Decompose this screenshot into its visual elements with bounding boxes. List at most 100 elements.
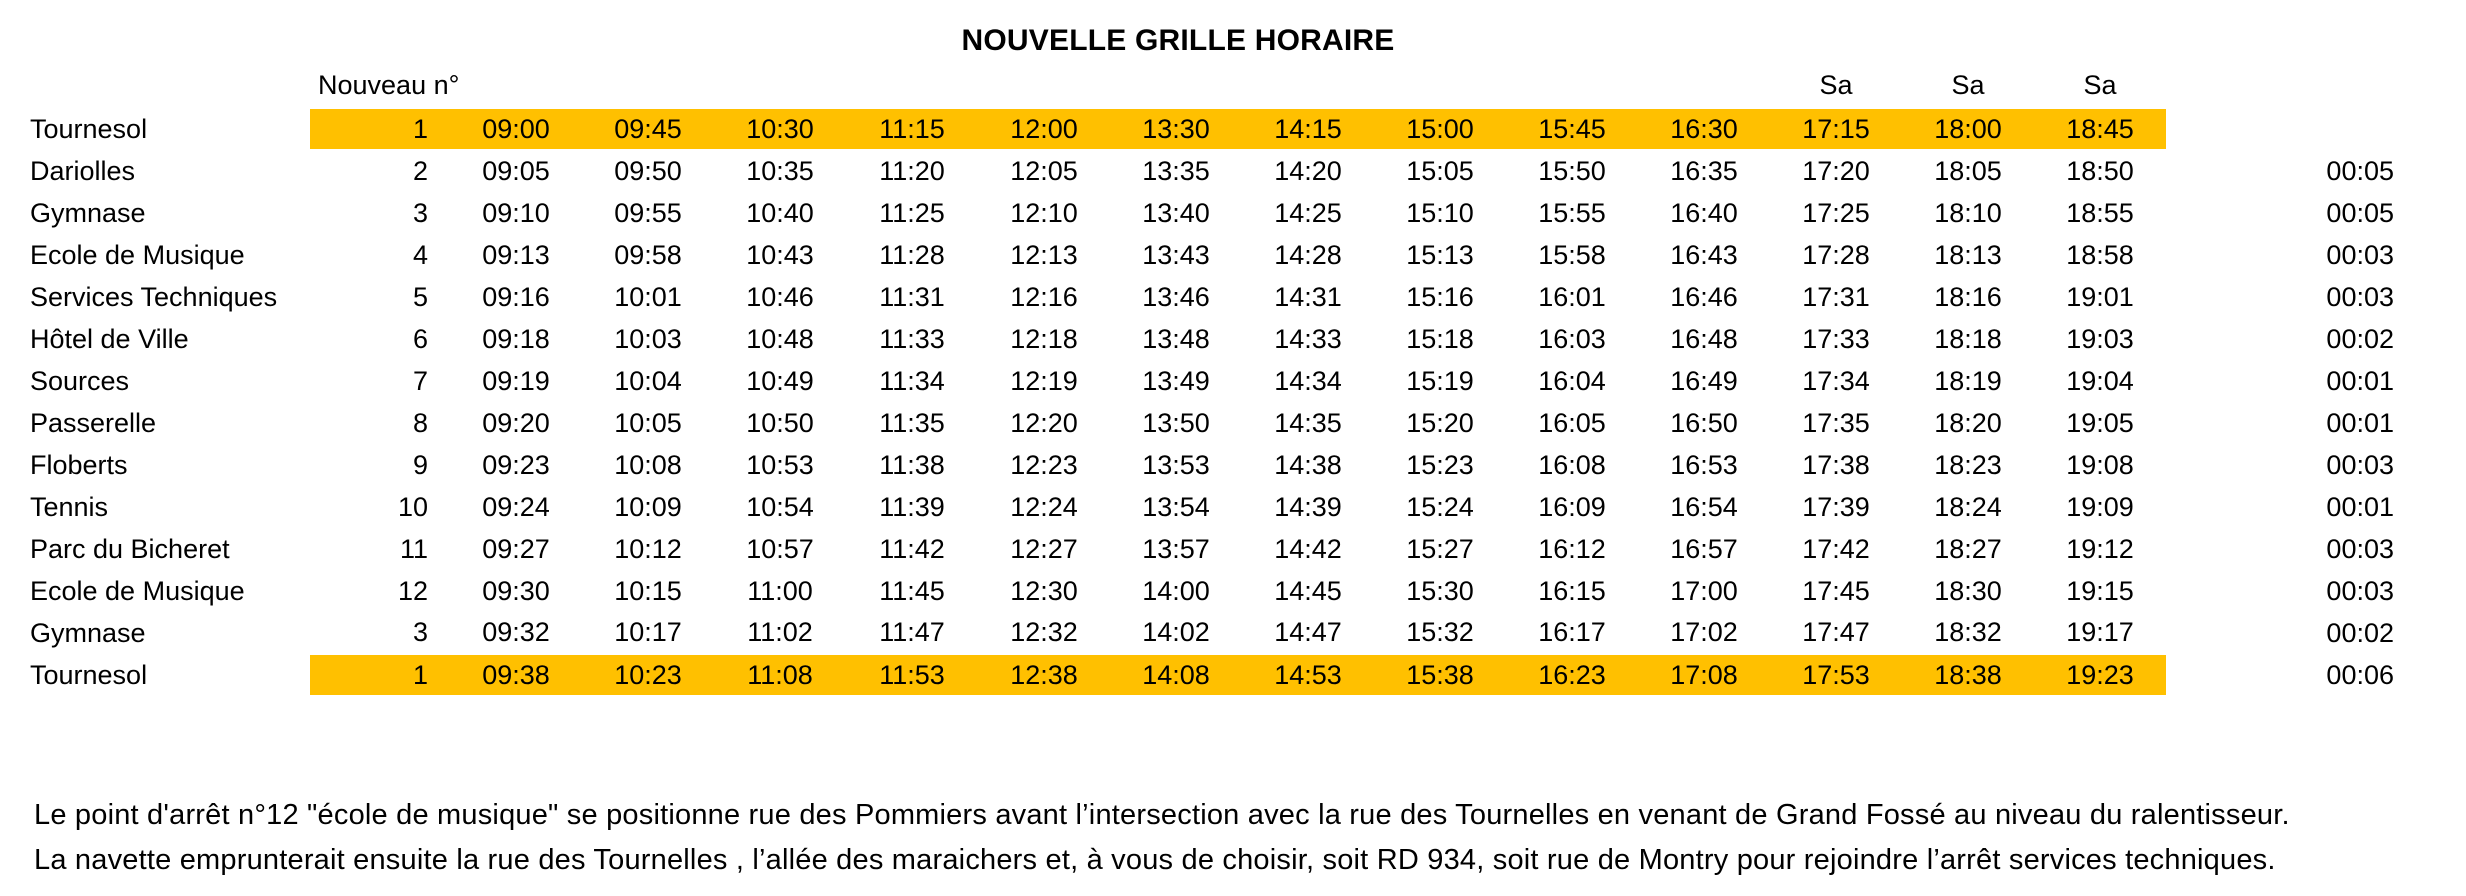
time-cell: 12:38 — [978, 653, 1110, 697]
time-cell: 17:38 — [1802, 449, 1870, 480]
time-cell: 17:42 — [1802, 533, 1870, 564]
table-row: Ecole de Musique 4 09:13 09:58 10:43 11:28 12:… — [28, 234, 2418, 276]
time-cell: 11:31 — [879, 281, 945, 312]
time-cell: 17:25 — [1802, 197, 1870, 228]
time-cell: 10:49 — [746, 365, 814, 396]
spacer-cell — [2166, 402, 2326, 444]
interval-duration-cell: 00:02 — [2326, 617, 2394, 648]
time-cell: 18:05 — [1934, 156, 2002, 186]
time-cell: 11:45 — [879, 575, 945, 606]
table-row: Gymnase 3 09:32 10:17 11:02 11:47 12:32 14:02 14… — [28, 612, 2418, 654]
time-cell: 18:19 — [1934, 365, 2002, 396]
stop-number-cell: 10 — [397, 491, 428, 522]
time-cell: 10:43 — [746, 239, 814, 270]
header-time-cell — [714, 62, 846, 108]
time-cell: 15:18 — [1406, 323, 1474, 354]
time-cell: 16:09 — [1538, 491, 1606, 522]
spacer-cell — [2166, 360, 2326, 402]
time-cell: 10:15 — [614, 575, 682, 606]
stop-name-cell: Tournesol — [30, 659, 148, 690]
time-cell: 13:57 — [1142, 533, 1210, 564]
time-cell: 12:23 — [1010, 449, 1078, 480]
time-cell: 16:57 — [1670, 533, 1738, 564]
stop-name-cell: Services Techniques — [30, 281, 278, 312]
time-cell: 12:20 — [1010, 407, 1078, 438]
stop-name-cell: Ecole de Musique — [30, 575, 245, 606]
time-cell: 09:27 — [482, 533, 550, 564]
time-cell: 18:24 — [1934, 491, 2002, 522]
page-title: NOUVELLE GRILLE HORAIRE — [961, 24, 1395, 57]
time-cell: 11:02 — [747, 617, 813, 647]
spacer-cell — [2166, 654, 2326, 696]
time-cell: 15:55 — [1538, 197, 1606, 228]
stop-number-cell: 3 — [412, 617, 428, 647]
stop-name-cell: Tennis — [30, 491, 109, 522]
stop-number-cell: 2 — [412, 156, 428, 186]
table-row: Ecole de Musique 12 09:30 10:15 11:00 11:45 12… — [28, 570, 2418, 612]
time-cell: 11:34 — [879, 365, 945, 396]
time-cell: 14:33 — [1274, 323, 1342, 354]
time-cell: 19:01 — [2066, 281, 2134, 312]
note-line-1: Le point d'arrêt n°12 "école de musique"… — [34, 799, 2290, 831]
time-cell: 19:09 — [2066, 491, 2134, 522]
time-cell: 11:33 — [879, 323, 945, 354]
interval-duration-cell: 00:03 — [2326, 239, 2394, 270]
time-cell: 11:00 — [747, 575, 813, 606]
spacer-cell — [2166, 192, 2326, 234]
time-cell: 09:50 — [614, 156, 682, 186]
table-row: Hôtel de Ville 6 09:18 10:03 10:48 11:33 12:18… — [28, 318, 2418, 360]
time-cell: 17:33 — [1802, 323, 1870, 354]
time-cell: 09:38 — [450, 653, 582, 697]
spacer-cell — [2166, 318, 2326, 360]
time-cell: 16:40 — [1670, 197, 1738, 228]
time-cell: 17:15 — [1770, 107, 1902, 151]
time-cell: 13:46 — [1142, 281, 1210, 312]
time-cell: 19:23 — [2034, 653, 2166, 697]
time-cell: 09:24 — [482, 491, 550, 522]
time-cell: 13:50 — [1142, 407, 1210, 438]
time-cell: 17:47 — [1802, 617, 1870, 647]
spacer-cell — [2166, 276, 2326, 318]
time-cell: 11:39 — [879, 491, 945, 522]
stop-number-cell: 12 — [397, 575, 428, 606]
time-cell: 15:13 — [1406, 239, 1474, 270]
time-cell: 17:34 — [1802, 365, 1870, 396]
stop-name-cell: Passerelle — [30, 407, 157, 438]
time-cell: 10:01 — [614, 281, 682, 312]
table-row: Tournesol 1 09:00 09:45 10:30 11:15 12:00 13:30… — [28, 107, 2418, 151]
spacer-cell — [2166, 612, 2326, 654]
time-cell: 13:53 — [1142, 449, 1210, 480]
time-cell: 16:05 — [1538, 407, 1606, 438]
time-cell: 17:00 — [1670, 575, 1738, 606]
time-cell: 16:01 — [1538, 281, 1606, 312]
time-cell: 18:50 — [2066, 156, 2134, 186]
table-row: Dariolles 2 09:05 09:50 10:35 11:20 12:05 13:35… — [28, 150, 2418, 192]
header-time-cell — [1110, 62, 1242, 108]
header-time-cell — [1506, 62, 1638, 108]
stop-name-cell: Dariolles — [30, 155, 136, 186]
time-cell: 11:42 — [879, 533, 945, 564]
stop-name-cell: Parc du Bicheret — [30, 533, 230, 564]
time-cell: 14:42 — [1274, 533, 1342, 564]
time-cell: 18:27 — [1934, 533, 2002, 564]
column-header-nouveau-numero: Nouveau n° — [318, 70, 460, 100]
time-cell: 11:20 — [879, 156, 945, 186]
spacer-cell — [2166, 108, 2326, 150]
table-row: Parc du Bicheret 11 09:27 10:12 10:57 11:42 12… — [28, 528, 2418, 570]
time-cell: 18:16 — [1934, 281, 2002, 312]
time-cell: 14:08 — [1110, 653, 1242, 697]
time-cell: 15:30 — [1406, 575, 1474, 606]
time-cell: 10:57 — [746, 533, 814, 564]
time-cell: 10:54 — [746, 491, 814, 522]
time-cell: 11:35 — [879, 407, 945, 438]
time-cell: 09:30 — [482, 575, 550, 606]
time-cell: 15:20 — [1406, 407, 1474, 438]
time-cell: 09:55 — [614, 197, 682, 228]
time-cell: 15:32 — [1406, 617, 1474, 647]
header-spacer-cell — [2166, 62, 2326, 108]
interval-duration-cell: 00:01 — [2326, 365, 2394, 396]
time-cell: 09:58 — [614, 239, 682, 270]
time-cell: 15:10 — [1406, 197, 1474, 228]
header-time-cell — [582, 62, 714, 108]
time-cell: 16:15 — [1538, 575, 1606, 606]
